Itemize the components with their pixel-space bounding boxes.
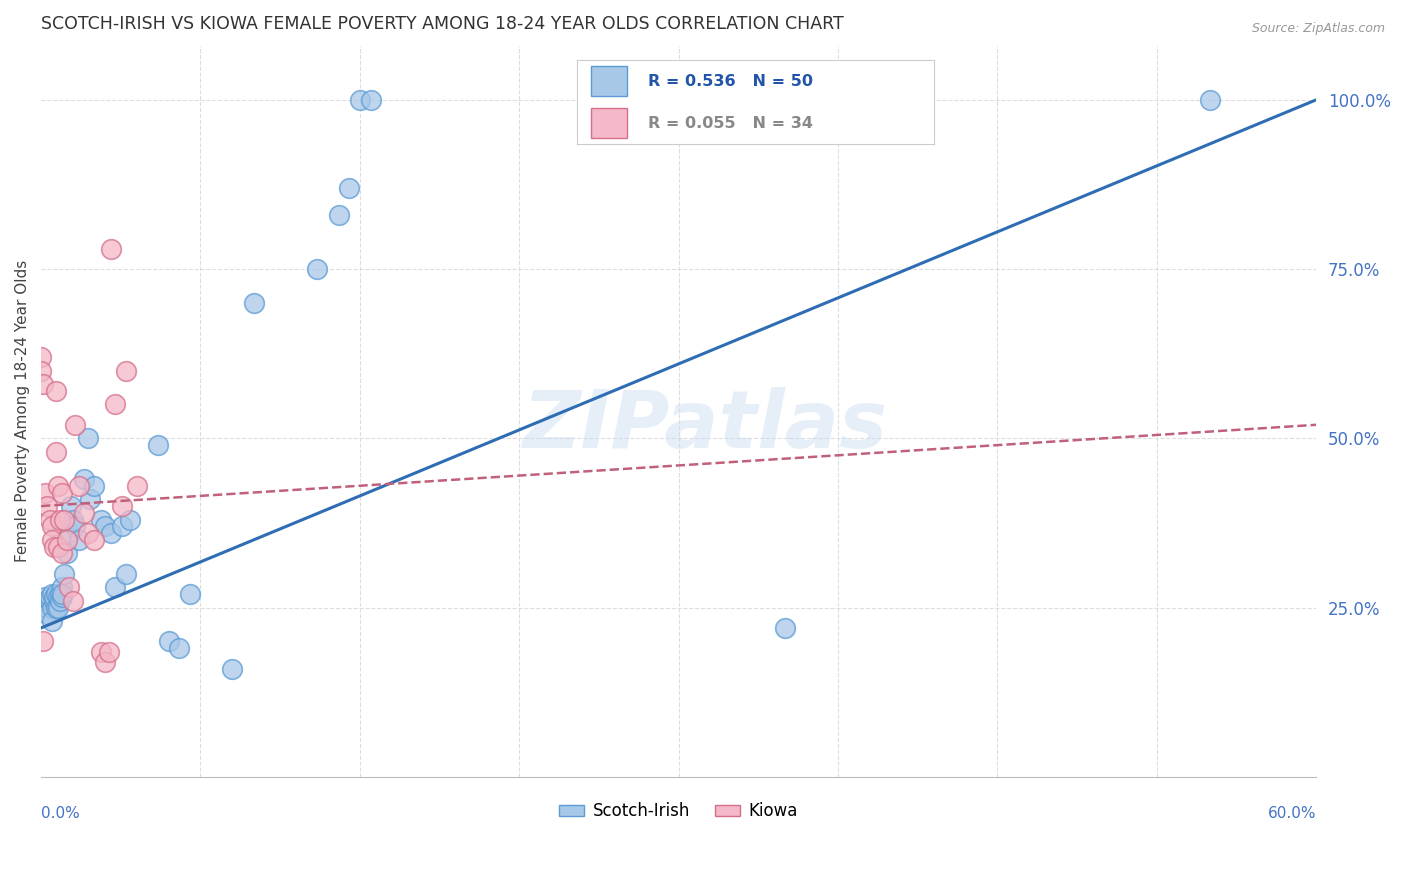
Point (41, 614, 63, 628)
Point (45, 587, 67, 601)
Point (337, 181, 360, 195)
Y-axis label: Female Poverty Among 18-24 Year Olds: Female Poverty Among 18-24 Year Olds (15, 260, 30, 562)
Point (38, 594, 60, 608)
Point (104, 580, 127, 594)
Point (79, 492, 101, 507)
Point (307, 262, 329, 277)
Point (157, 634, 180, 648)
Point (37, 499, 59, 513)
Point (179, 587, 201, 601)
Point (51, 546, 73, 560)
Point (360, 93, 382, 107)
Point (30, 350, 52, 364)
Point (111, 499, 134, 513)
Point (111, 519, 134, 533)
Point (90, 645, 112, 659)
Point (55, 546, 77, 560)
Point (42, 594, 65, 608)
Point (94, 519, 117, 533)
Point (51, 587, 73, 601)
Point (55, 533, 77, 547)
Point (120, 513, 142, 527)
Point (38, 513, 60, 527)
Point (67, 533, 90, 547)
Point (41, 587, 63, 601)
Point (167, 641, 190, 656)
Point (49, 587, 72, 601)
Text: 60.0%: 60.0% (1268, 806, 1316, 822)
Point (53, 566, 76, 581)
Point (773, 621, 796, 635)
Point (41, 519, 63, 533)
Point (46, 540, 69, 554)
Point (125, 479, 148, 493)
Point (30, 364, 52, 378)
Point (72, 506, 94, 520)
Point (83, 479, 105, 493)
Point (83, 533, 105, 547)
Point (100, 242, 122, 256)
Point (146, 438, 169, 452)
Point (41, 600, 63, 615)
Point (41, 533, 63, 547)
Point (76, 431, 98, 445)
Point (34, 591, 56, 605)
Point (115, 566, 138, 581)
Point (67, 479, 90, 493)
Point (51, 591, 73, 605)
Point (349, 93, 371, 107)
Point (46, 600, 69, 615)
Point (62, 594, 84, 608)
Point (72, 472, 94, 486)
Point (51, 580, 73, 594)
Point (46, 479, 69, 493)
Point (59, 499, 82, 513)
Point (46, 591, 69, 605)
Point (45, 384, 67, 398)
Point (45, 445, 67, 459)
Point (328, 208, 350, 222)
Legend: Scotch-Irish, Kiowa: Scotch-Irish, Kiowa (553, 796, 804, 827)
Point (63, 519, 86, 533)
Text: ZIPatlas: ZIPatlas (522, 387, 887, 465)
Point (34, 485, 56, 500)
Point (62, 513, 84, 527)
Point (58, 526, 80, 541)
Point (115, 364, 138, 378)
Point (37, 600, 59, 615)
Point (49, 513, 72, 527)
Point (58, 580, 80, 594)
Point (221, 661, 243, 675)
Point (53, 513, 76, 527)
Point (32, 377, 55, 392)
Point (1199, 93, 1222, 107)
Point (42, 591, 65, 605)
Text: 0.0%: 0.0% (41, 806, 80, 822)
Point (98, 645, 121, 659)
Point (38, 591, 60, 605)
Point (63, 417, 86, 432)
Text: SCOTCH-IRISH VS KIOWA FEMALE POVERTY AMONG 18-24 YEAR OLDS CORRELATION CHART: SCOTCH-IRISH VS KIOWA FEMALE POVERTY AMO… (41, 15, 844, 33)
Point (51, 485, 73, 500)
Point (76, 526, 98, 541)
Point (104, 397, 127, 411)
Point (42, 540, 65, 554)
Point (94, 655, 117, 669)
Point (49, 594, 72, 608)
Point (37, 607, 59, 622)
Point (45, 600, 67, 615)
Text: Source: ZipAtlas.com: Source: ZipAtlas.com (1251, 22, 1385, 36)
Point (32, 634, 55, 648)
Point (242, 296, 264, 310)
Point (100, 526, 122, 541)
Point (90, 513, 112, 527)
